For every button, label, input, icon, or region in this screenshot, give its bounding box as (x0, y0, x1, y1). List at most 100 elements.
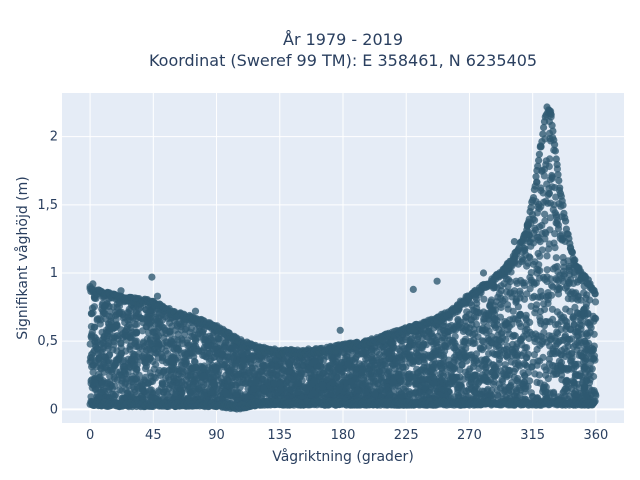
scatter-point (560, 387, 568, 396)
scatter-point (87, 322, 95, 331)
scatter-point (363, 365, 371, 373)
scatter-point (536, 307, 545, 316)
scatter-point (445, 356, 453, 364)
scatter-point (489, 368, 497, 376)
scatter-point (238, 350, 247, 358)
scatter-point (502, 288, 510, 296)
scatter-point (582, 377, 590, 385)
scatter-point (536, 317, 544, 325)
scatter-point (87, 309, 95, 317)
scatter-point (391, 360, 399, 368)
scatter-point (508, 345, 516, 353)
scatter-point (362, 388, 370, 396)
scatter-point (400, 385, 408, 393)
scatter-point (89, 368, 97, 376)
scatter-point (471, 354, 479, 363)
scatter-point (491, 315, 499, 323)
scatter-point (368, 348, 376, 356)
scatter-point (96, 320, 104, 328)
scatter-point (546, 342, 554, 350)
scatter-point (171, 326, 179, 334)
scatter-point (360, 374, 368, 382)
scatter-point (545, 189, 553, 197)
scatter-point (541, 210, 549, 218)
scatter-point (568, 350, 576, 358)
scatter-point (399, 352, 407, 360)
scatter-point (531, 338, 539, 346)
scatter-point (574, 328, 582, 336)
scatter-point (91, 338, 99, 346)
scatter-point (200, 372, 208, 380)
scatter-point (302, 385, 311, 393)
scatter-point (480, 318, 488, 326)
scatter-point (177, 335, 185, 343)
scatter-point (318, 381, 327, 389)
scatter-point (428, 360, 437, 368)
scatter-point (584, 310, 592, 318)
scatter-point (580, 383, 589, 391)
scatter-point (470, 313, 478, 321)
scatter-point (285, 367, 293, 375)
scatter-point (551, 244, 559, 252)
scatter-point (501, 361, 509, 369)
scatter-point (582, 391, 590, 399)
scatter-point (150, 373, 158, 381)
scatter-point (482, 363, 490, 371)
scatter-point (430, 345, 438, 354)
scatter-point (473, 299, 481, 308)
scatter-point (311, 357, 319, 365)
scatter-point (525, 253, 533, 261)
scatter-point (548, 291, 556, 299)
scatter-point (405, 354, 413, 362)
scatter-point (224, 377, 232, 385)
scatter-point (430, 374, 438, 382)
scatter-point (462, 352, 470, 360)
scatter-point (354, 386, 362, 394)
scatter-point (320, 368, 328, 376)
scatter-point (138, 327, 147, 335)
scatter-point (568, 288, 576, 296)
scatter-point (522, 316, 531, 324)
scatter-point (335, 385, 343, 393)
scatter-point (141, 359, 149, 367)
scatter-point (394, 345, 402, 353)
scatter-point (539, 353, 547, 361)
scatter-point (573, 309, 581, 317)
scatter-point (335, 364, 343, 372)
scatter-point (251, 370, 259, 378)
scatter-point (515, 311, 524, 319)
scatter-point (98, 328, 106, 336)
scatter-point (467, 337, 475, 345)
scatter-point (527, 276, 535, 284)
scatter-point (439, 326, 447, 334)
scatter-point (570, 389, 578, 398)
scatter-point (546, 318, 554, 326)
scatter-point (583, 291, 591, 299)
scatter-point (294, 388, 302, 396)
scatter-point (120, 313, 129, 321)
scatter-point (389, 378, 397, 386)
scatter-point (144, 379, 152, 387)
scatter-point (505, 383, 513, 391)
scatter-point (285, 359, 293, 368)
scatter-point (488, 339, 496, 347)
scatter-point (451, 356, 459, 364)
scatter-point (570, 379, 578, 387)
scatter-point (384, 370, 392, 378)
scatter-point (292, 358, 301, 366)
scatter-point (371, 390, 379, 398)
scatter-point (489, 361, 497, 369)
scatter-point (552, 254, 560, 262)
scatter-point (418, 329, 426, 337)
scatter-point (344, 361, 352, 369)
scatter-point (369, 378, 377, 386)
scatter-point (491, 324, 500, 332)
scatter-point (408, 389, 417, 397)
scatter-point (524, 259, 532, 267)
scatter-point (498, 376, 506, 384)
scatter-point (105, 340, 113, 348)
scatter-point (395, 371, 403, 379)
scatter-point (164, 367, 172, 375)
scatter-point (450, 344, 458, 352)
